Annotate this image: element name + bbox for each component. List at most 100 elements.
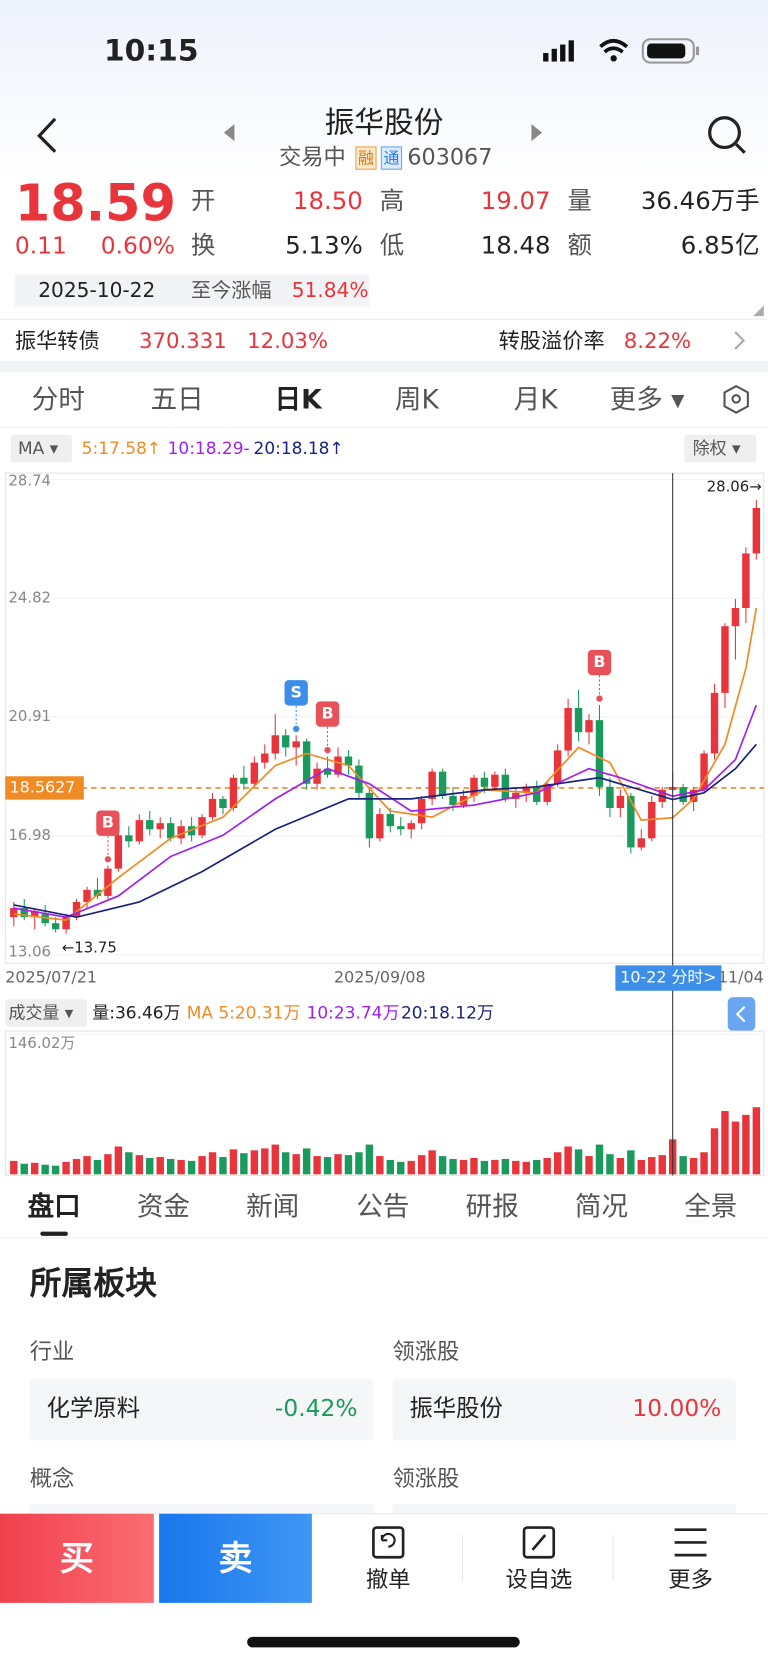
- volume-bar: [731, 1121, 740, 1175]
- y-tick-label: 146.02万: [8, 1034, 75, 1052]
- settings-button[interactable]: [723, 384, 749, 414]
- candle-body: [553, 750, 562, 784]
- candle-body: [491, 774, 499, 787]
- bond-name[interactable]: 振华转债: [14, 327, 100, 354]
- candle-body: [710, 692, 719, 754]
- volume-bar: [585, 1156, 593, 1175]
- candle-body: [72, 901, 81, 918]
- candle-body: [125, 835, 133, 842]
- ma-selector[interactable]: MA ▾: [18, 438, 59, 459]
- volume-bar: [93, 1159, 102, 1175]
- chart-tab[interactable]: 周K: [394, 384, 439, 415]
- reference-box: [5, 776, 84, 800]
- chart-tab[interactable]: 日K: [274, 384, 322, 415]
- ma-legend: 20:18.18↑: [253, 438, 344, 459]
- y-tick-label: 20.91: [8, 707, 51, 725]
- bottom-tab[interactable]: 公告: [356, 1191, 410, 1223]
- candle-body: [240, 777, 248, 784]
- chart-tab[interactable]: 五日: [150, 384, 204, 415]
- marker-dot: [292, 725, 300, 733]
- premium-label: 转股溢价率: [498, 327, 605, 354]
- bottom-tab[interactable]: 盘口: [27, 1191, 81, 1223]
- sell-button[interactable]: [159, 1513, 312, 1603]
- candle-body: [428, 771, 436, 799]
- marker-badge: [96, 810, 120, 836]
- toolbar-item[interactable]: 设自选: [505, 1566, 573, 1593]
- x-tick-label: 2025/07/21: [5, 968, 97, 987]
- candle-body: [313, 768, 321, 784]
- chart-tab[interactable]: 更多 ▾: [609, 384, 685, 415]
- volume-bar: [72, 1158, 81, 1175]
- y-tick-label: 24.82: [8, 588, 51, 606]
- bottom-tab[interactable]: 简况: [574, 1191, 628, 1223]
- field-value: 36.46万手: [640, 187, 760, 216]
- candle-body: [407, 823, 415, 830]
- field-label: 低: [379, 232, 405, 260]
- bottom-tab[interactable]: 资金: [136, 1191, 190, 1223]
- volume-legend: 量:36.46万: [92, 1002, 181, 1023]
- candle-body: [543, 783, 551, 802]
- volume-selector[interactable]: 成交量 ▾: [8, 1002, 74, 1023]
- candle-body: [302, 741, 311, 784]
- volume-bar: [10, 1160, 18, 1175]
- sector-name[interactable]: 化学原料: [46, 1396, 141, 1423]
- sell-label[interactable]: 卖: [218, 1538, 253, 1579]
- marker-badge: [587, 649, 612, 676]
- field-value: 5.13%: [285, 232, 363, 260]
- bottom-tab[interactable]: 全景: [684, 1191, 738, 1223]
- volume-bar: [313, 1156, 321, 1175]
- adjust-selector[interactable]: 除权 ▾: [692, 438, 741, 459]
- candle-body: [376, 814, 384, 839]
- volume-bar: [282, 1152, 290, 1175]
- volume-bar: [438, 1156, 447, 1175]
- chart-tab[interactable]: 月K: [513, 384, 558, 415]
- volume-bar: [648, 1157, 656, 1175]
- section-title: 所属板块: [29, 1265, 157, 1303]
- volume-bar: [198, 1156, 206, 1175]
- toolbar-item[interactable]: 撤单: [365, 1566, 411, 1593]
- volume-bar: [355, 1152, 363, 1175]
- sector-label: 领涨股: [392, 1338, 460, 1365]
- candle-body: [637, 838, 646, 848]
- candle-body: [292, 741, 300, 748]
- candle-body: [30, 911, 39, 918]
- y-tick-label: 28.74: [8, 472, 51, 490]
- search-button[interactable]: [708, 116, 741, 150]
- buy-label[interactable]: 买: [59, 1538, 94, 1579]
- toolbar-item[interactable]: 更多: [668, 1566, 713, 1593]
- change-pct: 0.60%: [100, 233, 175, 260]
- bond-change: 12.03%: [247, 327, 329, 354]
- tag: 通: [380, 146, 403, 170]
- back-button[interactable]: [37, 117, 57, 153]
- field-value: 18.50: [292, 187, 363, 216]
- volume-bar: [710, 1128, 719, 1175]
- candle-body: [386, 814, 395, 827]
- candle-body: [41, 914, 49, 924]
- candle-body: [365, 792, 374, 839]
- candle-body: [627, 795, 635, 848]
- candle-body: [721, 626, 729, 693]
- bottom-tab[interactable]: 新闻: [246, 1191, 300, 1223]
- bond-price: 370.331: [138, 327, 227, 354]
- volume-bar: [302, 1148, 311, 1175]
- leader-name[interactable]: 振华股份: [409, 1396, 503, 1423]
- volume-bar: [83, 1156, 91, 1175]
- bottom-tab[interactable]: 研报: [465, 1191, 519, 1223]
- candle-body: [323, 768, 332, 775]
- volume-bar: [574, 1149, 583, 1175]
- candle-body: [229, 777, 238, 809]
- buy-button[interactable]: [0, 1513, 154, 1603]
- marker-label: S: [290, 682, 301, 701]
- tag: 融: [355, 146, 377, 170]
- x-tick-label: 2025/09/08: [334, 968, 426, 987]
- volume-bar: [543, 1158, 551, 1175]
- cursor-box: [615, 965, 722, 991]
- volume-bar: [449, 1158, 457, 1175]
- volume-legend: MA 5:20.31万: [186, 1002, 301, 1023]
- candle-body: [20, 908, 28, 918]
- chart-tab[interactable]: 分时: [31, 384, 85, 415]
- marker-dot: [596, 695, 603, 702]
- volume-bar: [62, 1161, 70, 1175]
